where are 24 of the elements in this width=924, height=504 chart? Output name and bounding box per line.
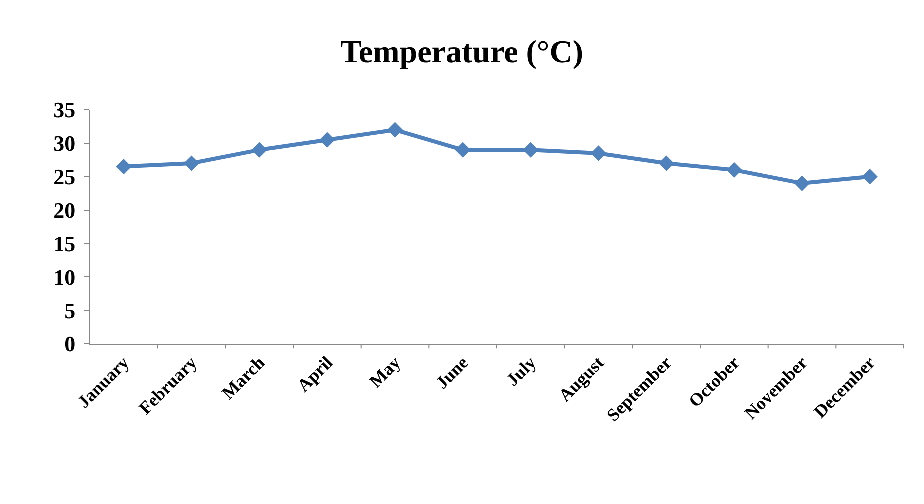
point [184,156,200,172]
y-tick-label: 35 [54,98,76,123]
chart-title: Temperature (°C) [340,34,584,70]
y-tick-label: 30 [54,131,76,156]
y-tick-label: 15 [54,231,76,256]
point [794,176,810,192]
point [387,122,404,138]
x-tick-label: May [366,352,404,392]
point [252,142,268,158]
point [116,159,132,175]
point [455,142,471,158]
y-tick-label: 25 [54,164,76,190]
y-tick-label: 10 [54,264,76,290]
point [320,132,336,148]
point [726,162,742,178]
point [658,156,674,172]
y-tick-label: 5 [64,298,76,324]
x-tick-label: July [502,352,540,390]
y-tick-label: 0 [64,332,76,357]
x-tick-label: June [432,352,472,393]
point [523,142,539,158]
y-tick-label: 20 [54,198,76,223]
point [862,169,878,185]
point [590,146,607,162]
